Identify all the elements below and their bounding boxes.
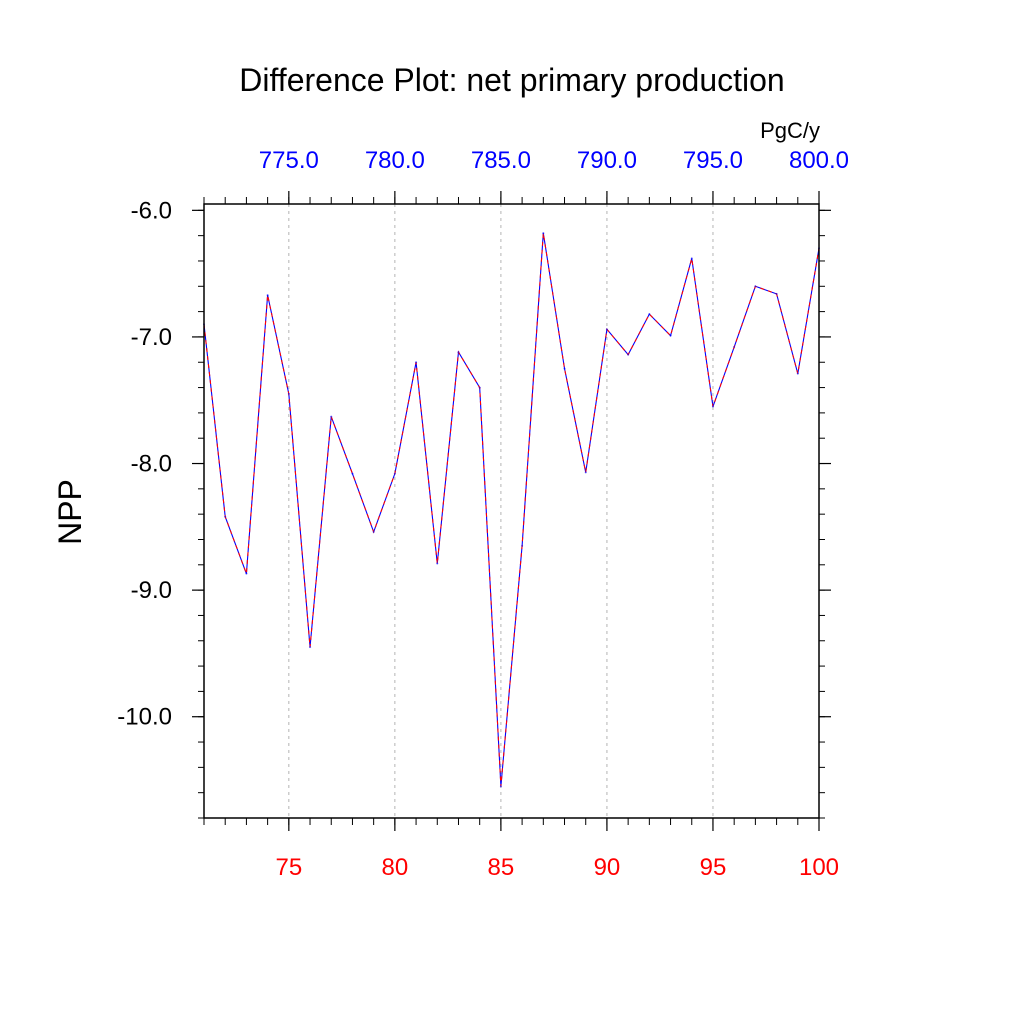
- data-point-78: [351, 472, 354, 475]
- data-point-94: [690, 257, 693, 260]
- data-point-98: [775, 292, 778, 295]
- x-tick-label-bottom: 95: [700, 854, 727, 881]
- x-tick-label-bottom: 90: [594, 854, 621, 881]
- series-line-red-dashed: [203, 233, 820, 787]
- data-point-90: [605, 328, 608, 331]
- data-point-72: [224, 515, 227, 518]
- tick-labels: -6.0 -7.0 -8.0 -9.0 -10.0 75 80 85 90 95 100 775.0 7…: [117, 147, 849, 881]
- x-tick-label-top: 780.0: [365, 147, 425, 174]
- grid-lines: [288, 204, 714, 818]
- x-tick-label-top: 775.0: [259, 147, 319, 174]
- units-label: PgC/y: [760, 118, 820, 143]
- x-tick-label-bottom: 80: [382, 854, 409, 881]
- x-tick-label-top: 785.0: [471, 147, 531, 174]
- plot-frame: [203, 203, 820, 819]
- x-tick-label-top: 790.0: [577, 147, 637, 174]
- data-point-75: [287, 392, 290, 395]
- data-point-99: [796, 372, 799, 375]
- y-tick-label: -9.0: [131, 577, 172, 604]
- data-point-85: [499, 785, 502, 788]
- data-point-77: [330, 415, 333, 418]
- series-group: [203, 232, 820, 788]
- data-point-80: [393, 472, 396, 475]
- data-point-91: [627, 353, 630, 356]
- axis-ticks: [192, 191, 831, 831]
- data-point-97: [754, 285, 757, 288]
- data-point-74: [266, 294, 269, 297]
- data-point-82: [436, 562, 439, 565]
- data-point-95: [711, 405, 714, 408]
- data-point-86: [521, 544, 524, 547]
- y-tick-label: -7.0: [131, 324, 172, 351]
- y-tick-label: -10.0: [117, 704, 172, 731]
- y-tick-label: -6.0: [131, 197, 172, 224]
- data-point-87: [542, 232, 545, 235]
- y-axis-label: NPP: [52, 479, 88, 545]
- data-point-73: [245, 572, 248, 575]
- data-point-83: [457, 351, 460, 354]
- x-tick-label-top: 795.0: [683, 147, 743, 174]
- x-tick-label-bottom: 100: [799, 854, 839, 881]
- data-point-84: [478, 386, 481, 389]
- y-tick-label: -8.0: [131, 451, 172, 478]
- data-point-96: [733, 346, 736, 349]
- data-point-81: [415, 361, 418, 364]
- data-point-79: [372, 530, 375, 533]
- data-point-93: [669, 334, 672, 337]
- x-tick-label-bottom: 85: [488, 854, 515, 881]
- data-point-92: [648, 313, 651, 316]
- data-point-76: [309, 646, 312, 649]
- x-tick-label-top: 800.0: [789, 147, 849, 174]
- data-point-89: [584, 471, 587, 474]
- x-tick-label-bottom: 75: [275, 854, 302, 881]
- series-line-blue: [203, 233, 820, 787]
- chart-title: Difference Plot: net primary production: [239, 62, 784, 98]
- data-point-88: [563, 367, 566, 370]
